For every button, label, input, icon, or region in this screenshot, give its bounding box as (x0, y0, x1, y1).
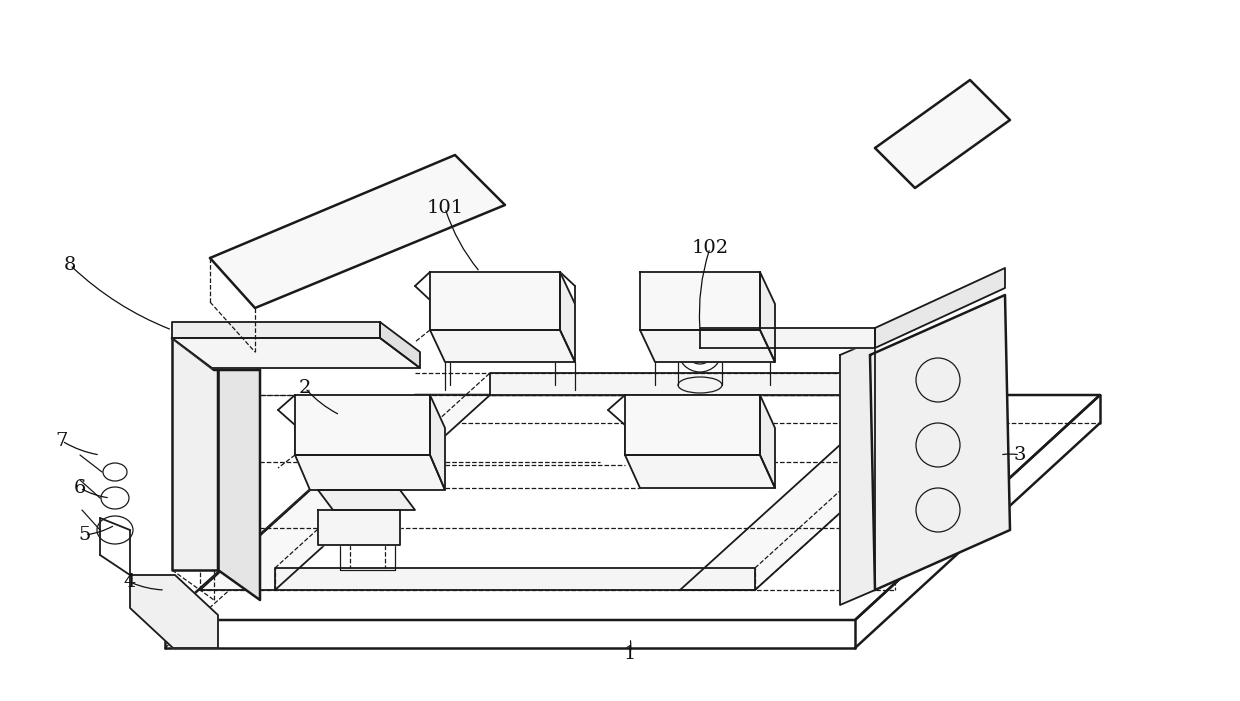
Polygon shape (875, 80, 1011, 188)
Polygon shape (172, 338, 218, 570)
Polygon shape (870, 295, 1011, 590)
Polygon shape (560, 272, 575, 362)
Polygon shape (680, 395, 970, 590)
Polygon shape (760, 272, 775, 362)
Polygon shape (218, 338, 260, 600)
Polygon shape (317, 510, 401, 545)
Polygon shape (295, 395, 430, 455)
Text: 4: 4 (124, 573, 136, 591)
Polygon shape (295, 455, 445, 490)
Text: 7: 7 (56, 432, 68, 450)
Polygon shape (165, 395, 1100, 620)
Polygon shape (172, 338, 260, 370)
Text: 6: 6 (74, 479, 87, 497)
Polygon shape (701, 328, 875, 348)
Polygon shape (625, 455, 775, 488)
Polygon shape (379, 322, 420, 368)
Text: 8: 8 (63, 256, 76, 274)
Polygon shape (317, 490, 415, 510)
Polygon shape (430, 330, 575, 362)
Polygon shape (625, 395, 760, 455)
Text: 2: 2 (299, 379, 311, 397)
Text: 1: 1 (624, 645, 636, 663)
Polygon shape (430, 272, 560, 330)
Text: 101: 101 (427, 199, 464, 217)
Polygon shape (200, 395, 490, 590)
Polygon shape (172, 338, 420, 368)
Polygon shape (640, 330, 775, 362)
Polygon shape (640, 272, 760, 330)
Polygon shape (275, 568, 755, 590)
Polygon shape (490, 373, 970, 395)
Polygon shape (875, 268, 1004, 348)
Polygon shape (130, 575, 218, 648)
Text: 3: 3 (1014, 446, 1027, 464)
Text: 5: 5 (79, 526, 92, 544)
Polygon shape (839, 340, 875, 605)
Polygon shape (210, 155, 505, 308)
Polygon shape (430, 395, 445, 490)
Polygon shape (760, 395, 775, 488)
Text: 102: 102 (692, 239, 729, 257)
Polygon shape (172, 322, 379, 338)
